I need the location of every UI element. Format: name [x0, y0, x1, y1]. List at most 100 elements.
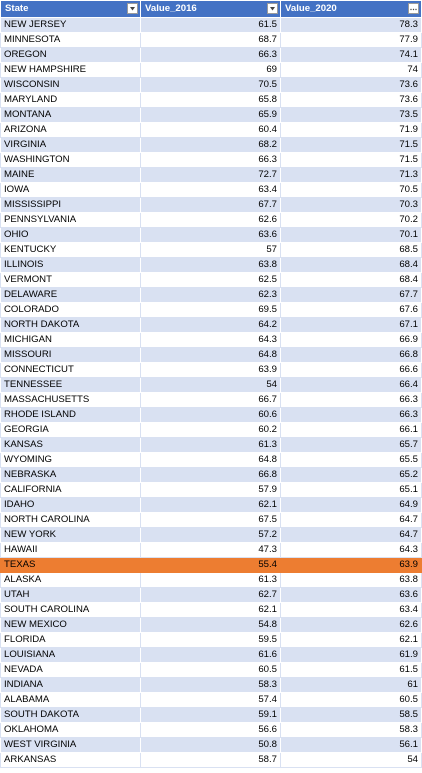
table-row[interactable]: CONNECTICUT 63.9 66.6 — [0, 362, 422, 378]
value-2016-cell[interactable]: 60.6 — [140, 407, 281, 423]
value-2020-cell[interactable]: 66.9 — [280, 332, 422, 348]
value-2016-cell[interactable]: 62.1 — [140, 602, 281, 618]
value-2016-cell[interactable]: 57.4 — [140, 692, 281, 708]
state-cell[interactable]: NEW MEXICO — [0, 617, 141, 633]
value-2020-cell[interactable]: 64.9 — [280, 497, 422, 513]
table-row[interactable]: MONTANA 65.9 73.5 — [0, 107, 422, 123]
value-2020-cell[interactable]: 56.1 — [280, 737, 422, 753]
value-2020-cell[interactable]: 68.5 — [280, 242, 422, 258]
state-cell[interactable]: WEST VIRGINIA — [0, 737, 141, 753]
value-2020-cell[interactable]: 65.5 — [280, 452, 422, 468]
table-row[interactable]: NEVADA 60.5 61.5 — [0, 662, 422, 678]
value-2016-cell[interactable]: 64.3 — [140, 332, 281, 348]
value-2016-cell[interactable]: 61.6 — [140, 647, 281, 663]
state-cell[interactable]: ARIZONA — [0, 122, 141, 138]
state-cell[interactable]: MAINE — [0, 167, 141, 183]
state-cell[interactable]: IDAHO — [0, 497, 141, 513]
value-2016-cell[interactable]: 72.7 — [140, 167, 281, 183]
value-2020-cell[interactable]: 71.9 — [280, 122, 422, 138]
table-row[interactable]: OKLAHOMA 56.6 58.3 — [0, 722, 422, 738]
table-row[interactable]: ALASKA 61.3 63.8 — [0, 572, 422, 588]
value-2016-cell[interactable]: 62.5 — [140, 272, 281, 288]
value-2016-cell[interactable]: 68.7 — [140, 32, 281, 48]
state-cell[interactable]: NORTH CAROLINA — [0, 512, 141, 528]
value-2016-cell[interactable]: 56.6 — [140, 722, 281, 738]
value-2020-cell[interactable]: 62.6 — [280, 617, 422, 633]
value-2020-cell[interactable]: 60.5 — [280, 692, 422, 708]
table-row[interactable]: SOUTH DAKOTA 59.1 58.5 — [0, 707, 422, 723]
state-cell[interactable]: CONNECTICUT — [0, 362, 141, 378]
state-cell[interactable]: VERMONT — [0, 272, 141, 288]
column-header-value-2016[interactable]: Value_2016 — [140, 0, 281, 18]
value-2020-cell[interactable]: 71.5 — [280, 137, 422, 153]
value-2016-cell[interactable]: 55.4 — [140, 557, 281, 573]
value-2016-cell[interactable]: 62.6 — [140, 212, 281, 228]
state-cell[interactable]: PENNSYLVANIA — [0, 212, 141, 228]
value-2020-cell[interactable]: 74 — [280, 62, 422, 78]
table-row[interactable]: VIRGINIA 68.2 71.5 — [0, 137, 422, 153]
table-row[interactable]: CALIFORNIA 57.9 65.1 — [0, 482, 422, 498]
state-cell[interactable]: VIRGINIA — [0, 137, 141, 153]
value-2020-cell[interactable]: 63.8 — [280, 572, 422, 588]
table-row[interactable]: ALABAMA 57.4 60.5 — [0, 692, 422, 708]
state-cell[interactable]: NEW JERSEY — [0, 17, 141, 33]
value-2016-cell[interactable]: 61.3 — [140, 572, 281, 588]
state-cell[interactable]: ILLINOIS — [0, 257, 141, 273]
value-2020-cell[interactable]: 73.6 — [280, 77, 422, 93]
state-cell[interactable]: OHIO — [0, 227, 141, 243]
filter-dropdown-icon[interactable] — [267, 3, 278, 14]
table-row[interactable]: PENNSYLVANIA 62.6 70.2 — [0, 212, 422, 228]
table-row[interactable]: WISCONSIN 70.5 73.6 — [0, 77, 422, 93]
table-row[interactable]: MISSISSIPPI 67.7 70.3 — [0, 197, 422, 213]
value-2016-cell[interactable]: 57.2 — [140, 527, 281, 543]
state-cell[interactable]: WYOMING — [0, 452, 141, 468]
value-2020-cell[interactable]: 68.4 — [280, 257, 422, 273]
state-cell[interactable]: WASHINGTON — [0, 152, 141, 168]
value-2020-cell[interactable]: 61.5 — [280, 662, 422, 678]
value-2020-cell[interactable]: 64.7 — [280, 527, 422, 543]
state-cell[interactable]: FLORIDA — [0, 632, 141, 648]
table-row[interactable]: WYOMING 64.8 65.5 — [0, 452, 422, 468]
value-2016-cell[interactable]: 61.5 — [140, 17, 281, 33]
table-row[interactable]: ARIZONA 60.4 71.9 — [0, 122, 422, 138]
value-2016-cell[interactable]: 60.4 — [140, 122, 281, 138]
state-cell[interactable]: MONTANA — [0, 107, 141, 123]
value-2020-cell[interactable]: 77.9 — [280, 32, 422, 48]
table-row[interactable]: NEW YORK 57.2 64.7 — [0, 527, 422, 543]
table-row[interactable]: IOWA 63.4 70.5 — [0, 182, 422, 198]
table-row[interactable]: TEXAS 55.4 63.9 — [0, 557, 422, 573]
state-cell[interactable]: MINNESOTA — [0, 32, 141, 48]
value-2020-cell[interactable]: 68.4 — [280, 272, 422, 288]
table-row[interactable]: MISSOURI 64.8 66.8 — [0, 347, 422, 363]
value-2016-cell[interactable]: 63.9 — [140, 362, 281, 378]
value-2016-cell[interactable]: 47.3 — [140, 542, 281, 558]
state-cell[interactable]: TEXAS — [0, 557, 141, 573]
value-2020-cell[interactable]: 67.7 — [280, 287, 422, 303]
state-cell[interactable]: CALIFORNIA — [0, 482, 141, 498]
value-2016-cell[interactable]: 58.3 — [140, 677, 281, 693]
value-2020-cell[interactable]: 65.2 — [280, 467, 422, 483]
value-2016-cell[interactable]: 65.8 — [140, 92, 281, 108]
table-row[interactable]: NORTH DAKOTA 64.2 67.1 — [0, 317, 422, 333]
value-2020-cell[interactable]: 58.3 — [280, 722, 422, 738]
state-cell[interactable]: LOUISIANA — [0, 647, 141, 663]
value-2020-cell[interactable]: 67.6 — [280, 302, 422, 318]
value-2016-cell[interactable]: 63.6 — [140, 227, 281, 243]
value-2020-cell[interactable]: 64.7 — [280, 512, 422, 528]
table-row[interactable]: HAWAII 47.3 64.3 — [0, 542, 422, 558]
state-cell[interactable]: INDIANA — [0, 677, 141, 693]
value-2016-cell[interactable]: 63.4 — [140, 182, 281, 198]
value-2016-cell[interactable]: 62.1 — [140, 497, 281, 513]
table-row[interactable]: COLORADO 69.5 67.6 — [0, 302, 422, 318]
state-cell[interactable]: KENTUCKY — [0, 242, 141, 258]
table-row[interactable]: MICHIGAN 64.3 66.9 — [0, 332, 422, 348]
state-cell[interactable]: COLORADO — [0, 302, 141, 318]
table-row[interactable]: VERMONT 62.5 68.4 — [0, 272, 422, 288]
state-cell[interactable]: MICHIGAN — [0, 332, 141, 348]
value-2020-cell[interactable]: 61.9 — [280, 647, 422, 663]
table-row[interactable]: NEW JERSEY 61.5 78.3 — [0, 17, 422, 33]
value-2016-cell[interactable]: 67.7 — [140, 197, 281, 213]
value-2020-cell[interactable]: 73.5 — [280, 107, 422, 123]
table-row[interactable]: MASSACHUSETTS 66.7 66.3 — [0, 392, 422, 408]
value-2020-cell[interactable]: 73.6 — [280, 92, 422, 108]
